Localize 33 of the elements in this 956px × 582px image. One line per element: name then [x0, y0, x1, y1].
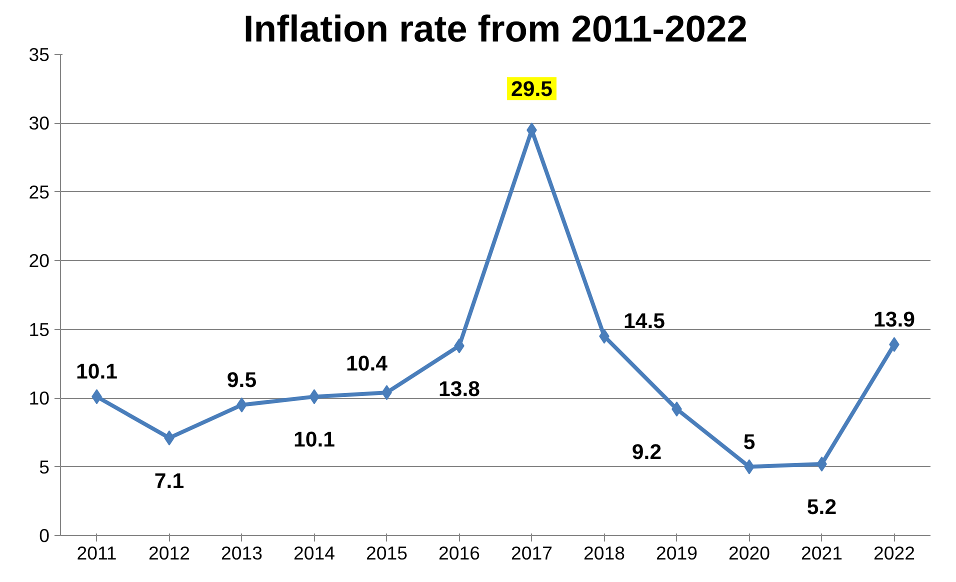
data-label: 13.9 — [873, 307, 916, 332]
data-label: 29.5 — [510, 77, 553, 102]
x-tick-label: 2012 — [148, 542, 190, 564]
data-label: 7.1 — [154, 468, 184, 493]
x-tick-label: 2016 — [438, 542, 480, 564]
y-tick-label: 20 — [28, 250, 50, 272]
y-tick-label: 0 — [39, 525, 50, 546]
x-tick-label: 2011 — [76, 542, 117, 564]
y-tick-label: 5 — [39, 456, 50, 478]
y-tick-label: 15 — [28, 318, 50, 340]
x-tick-label: 2022 — [874, 542, 916, 564]
x-tick-label: 2018 — [584, 542, 626, 564]
x-tick-label: 2015 — [366, 542, 408, 564]
data-label: 5 — [743, 430, 756, 454]
x-tick-label: 2019 — [656, 542, 698, 564]
data-label: 9.2 — [632, 440, 662, 464]
y-tick-label: 25 — [28, 181, 50, 202]
x-tick-label: 2014 — [294, 542, 336, 564]
y-tick-label: 30 — [28, 112, 50, 134]
data-label: 13.8 — [438, 376, 480, 401]
data-label: 10.1 — [76, 360, 118, 384]
data-label: 9.5 — [226, 368, 257, 392]
y-tick-label: 35 — [28, 44, 50, 65]
x-tick-label: 2013 — [221, 542, 263, 564]
y-tick-label: 10 — [28, 388, 50, 409]
chart-title: Inflation rate from 2011-2022 — [243, 8, 748, 50]
x-tick-label: 2020 — [728, 542, 770, 564]
data-label: 5.2 — [806, 495, 837, 520]
x-tick-label: 2021 — [801, 542, 843, 564]
data-label: 10.4 — [346, 352, 388, 376]
x-tick-label: 2017 — [511, 542, 553, 564]
data-label: 14.5 — [623, 309, 666, 334]
data-label: 10.1 — [293, 428, 336, 452]
